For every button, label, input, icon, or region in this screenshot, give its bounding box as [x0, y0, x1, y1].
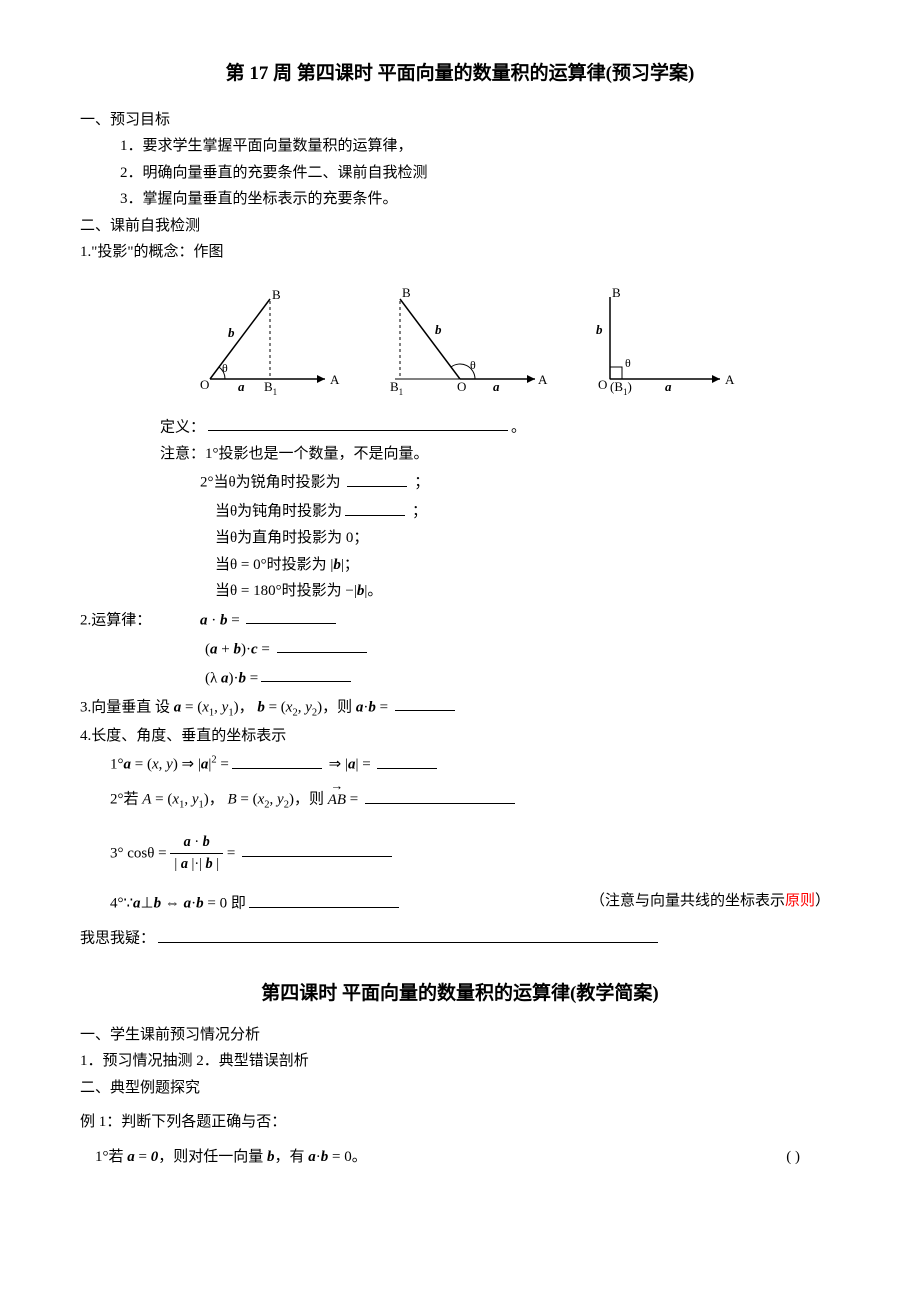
q2-line-a: 2.运算律： a · b =: [80, 607, 840, 632]
svg-text:a: a: [665, 379, 672, 394]
document-title: 第 17 周 第四课时 平面向量的数量积的运算律(预习学案): [80, 60, 840, 89]
objective-2: 2．明确向量垂直的充要条件二、课前自我检测: [120, 162, 840, 185]
section-1-head: 一、预习目标: [80, 109, 840, 132]
section-2-head: 二、课前自我检测: [80, 215, 840, 238]
q4-3: 3° cosθ = a · b | a |·| b | =: [110, 832, 840, 876]
t2-sec1-items: 1．预习情况抽测 2．典型错误剖析: [80, 1050, 840, 1073]
svg-text:O: O: [598, 377, 607, 392]
q4-head: 4.长度、角度、垂直的坐标表示: [80, 725, 840, 748]
q3-line: 3.向量垂直 设 a = (x1, y1)， b = (x2, y2)，则 a·…: [80, 694, 840, 721]
note-right: 当θ为直角时投影为 0；: [215, 527, 840, 550]
svg-text:b: b: [596, 322, 603, 337]
diagram-obtuse: O A B B1 a b θ: [375, 279, 550, 399]
svg-text:A: A: [725, 372, 735, 387]
svg-text:θ: θ: [625, 356, 631, 370]
svg-text:a: a: [238, 379, 245, 394]
think-line: 我思我疑：: [80, 925, 840, 950]
svg-text:b: b: [435, 322, 442, 337]
q4-2: 2°若 A = (x1, y1)， B = (x2, y2)，则 AB =: [110, 786, 840, 813]
q4-4: 4°∵a⊥b ⇔ a·b = 0 即 （注意与向量共线的坐标表示原则）: [110, 890, 840, 915]
diagram-right: O A B (B1) a b θ: [580, 279, 740, 399]
q2-line-c: (λ a)·b =: [205, 665, 840, 690]
svg-text:B1: B1: [390, 379, 403, 397]
svg-text:O: O: [200, 377, 209, 392]
objective-3: 3．掌握向量垂直的坐标表示的充要条件。: [120, 188, 840, 211]
t2-sec2: 二、典型例题探究: [80, 1077, 840, 1100]
svg-text:O: O: [457, 379, 466, 394]
svg-text:A: A: [330, 372, 340, 387]
svg-text:A: A: [538, 372, 548, 387]
document-title-2: 第四课时 平面向量的数量积的运算律(教学简案): [80, 980, 840, 1009]
note-acute: 2°当θ为锐角时投影为 ；: [200, 469, 840, 494]
svg-text:θ: θ: [222, 361, 228, 375]
note-obtuse: 当θ为钝角时投影为 ；: [215, 498, 840, 523]
example-1-head: 例 1：判断下列各题正确与否：: [80, 1111, 840, 1134]
diagram-row: O A B B1 a b θ O A B B1 a b θ O A B (B1)…: [80, 279, 840, 399]
svg-text:θ: θ: [470, 358, 476, 372]
t2-sec1: 一、学生课前预习情况分析: [80, 1024, 840, 1047]
svg-text:B: B: [402, 285, 411, 300]
objective-1: 1．要求学生掌握平面向量数量积的运算律，: [120, 135, 840, 158]
example-1-item-1: 1°若 a = 0，则对任一向量 b，有 a·b = 0。 ( ): [95, 1146, 840, 1169]
svg-text:B: B: [272, 287, 281, 302]
svg-text:(B1): (B1): [610, 379, 632, 397]
note-zero: 当θ = 0°时投影为 |b|；: [215, 554, 840, 577]
q4-1: 1°a = (x, y) ⇒ |a|2 = ⇒ |a| =: [110, 751, 840, 776]
diagram-acute: O A B B1 a b θ: [180, 279, 345, 399]
q2-line-b: (a + b)·c =: [205, 636, 840, 661]
definition-line: 定义：。: [160, 414, 840, 439]
note-180: 当θ = 180°时投影为 −|b|。: [215, 580, 840, 603]
q1-head: 1."投影"的概念：作图: [80, 241, 840, 264]
svg-text:B1: B1: [264, 379, 277, 397]
svg-text:B: B: [612, 285, 621, 300]
svg-text:b: b: [228, 325, 235, 340]
svg-text:a: a: [493, 379, 500, 394]
note-head: 注意：1°投影也是一个数量，不是向量。: [160, 443, 840, 466]
